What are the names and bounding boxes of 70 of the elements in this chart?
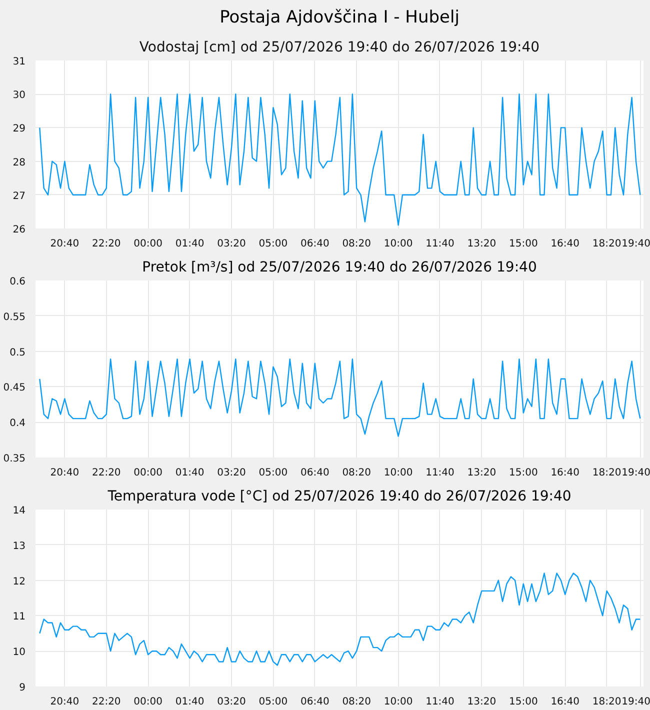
- x-tick-label: 05:00: [258, 468, 288, 478]
- chart-title: Postaja Ajdovščina I - Hubelj: [220, 8, 460, 28]
- x-tick-label: 13:20: [467, 238, 496, 250]
- x-tick-label: 13:20: [467, 696, 496, 708]
- x-tick-label: 05:00: [258, 238, 288, 250]
- y-tick-label: 30: [12, 90, 26, 102]
- x-tick-label: 08:20: [342, 468, 372, 478]
- x-tick-label: 19:40: [622, 468, 650, 478]
- x-tick-label: 16:40: [550, 238, 580, 250]
- y-tick-label: 28: [12, 157, 26, 168]
- y-tick-label: 0.55: [3, 312, 26, 323]
- y-tick-label: 13: [12, 540, 26, 552]
- y-tick-label: 0.45: [3, 382, 26, 394]
- x-tick-label: 22:20: [92, 468, 121, 478]
- x-tick-label: 03:20: [217, 468, 246, 478]
- y-tick-label: 0.35: [3, 454, 26, 464]
- x-tick-label: 18:20: [592, 696, 622, 708]
- x-tick-label: 06:40: [300, 238, 330, 250]
- x-tick-label: 01:40: [175, 238, 204, 250]
- y-tick-label: 29: [12, 124, 26, 135]
- line-series: [39, 572, 641, 666]
- y-tick-label: 26: [12, 224, 26, 236]
- x-tick-label: 16:40: [550, 468, 580, 478]
- x-tick-label: 10:00: [384, 238, 413, 250]
- x-tick-label: 20:40: [50, 696, 80, 708]
- y-tick-label: 27: [12, 190, 26, 202]
- y-tick-label: 14: [12, 506, 26, 516]
- x-tick-label: 05:00: [258, 696, 288, 708]
- x-tick-label: 19:40: [622, 696, 650, 708]
- x-tick-label: 08:20: [342, 238, 372, 250]
- y-tick-label: 11: [12, 612, 26, 623]
- x-tick-label: 15:00: [508, 238, 538, 250]
- y-tick-label: 0.4: [10, 418, 26, 430]
- y-tick-label: 0.6: [10, 276, 26, 288]
- x-tick-label: 06:40: [300, 696, 330, 708]
- x-tick-label: 11:40: [426, 696, 454, 708]
- x-tick-label: 20:40: [50, 238, 80, 250]
- x-tick-label: 15:00: [508, 696, 538, 708]
- x-tick-label: 18:20: [592, 468, 622, 478]
- x-tick-label: 06:40: [300, 468, 330, 478]
- x-tick-label: 03:20: [217, 696, 246, 708]
- x-tick-label: 11:40: [426, 238, 454, 250]
- line-series: [39, 358, 641, 437]
- x-tick-label: 03:20: [217, 238, 246, 250]
- x-tick-label: 19:40: [622, 238, 650, 250]
- x-tick-label: 00:00: [134, 696, 163, 708]
- x-tick-label: 10:00: [384, 468, 413, 478]
- y-tick-label: 10: [12, 647, 26, 658]
- x-tick-label: 00:00: [134, 238, 163, 250]
- x-tick-label: 10:00: [384, 696, 413, 708]
- x-tick-label: 00:00: [134, 468, 163, 478]
- y-tick-label: 31: [12, 56, 26, 68]
- y-tick-label: 12: [12, 576, 26, 588]
- x-tick-label: 08:20: [342, 696, 372, 708]
- x-tick-label: 20:40: [50, 468, 80, 478]
- chart-title: Pretok [m³/s] od 25/07/2026 19:40 do 26/07/2026 19:40: [142, 260, 537, 276]
- line-series: [39, 94, 641, 226]
- x-tick-label: 01:40: [175, 696, 204, 708]
- y-tick-label: 0.5: [10, 347, 26, 358]
- x-tick-label: 18:20: [592, 238, 622, 250]
- x-tick-label: 22:20: [92, 238, 121, 250]
- x-tick-label: 13:20: [467, 468, 496, 478]
- chart-subtitle: Vodostaj [cm] od 25/07/2026 19:40 do 26/07/2026 19:40: [139, 40, 540, 56]
- x-tick-label: 11:40: [426, 468, 454, 478]
- x-tick-label: 01:40: [175, 468, 204, 478]
- x-tick-label: 16:40: [550, 696, 580, 708]
- chart-title: Temperatura vode [°C] od 25/07/2026 19:40 do 26/07/2026 19:40: [106, 488, 572, 504]
- x-tick-label: 22:20: [92, 696, 121, 708]
- x-tick-label: 15:00: [508, 468, 538, 478]
- y-tick-label: 9: [19, 682, 26, 694]
